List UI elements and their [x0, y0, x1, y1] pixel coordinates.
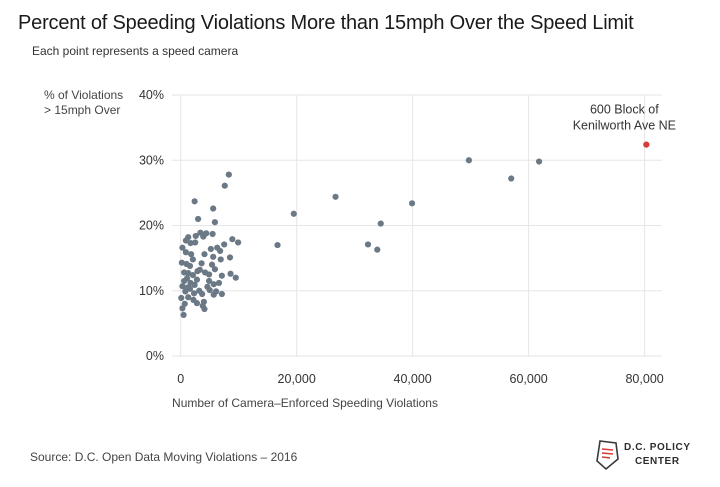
data-point [535, 158, 543, 165]
data-point [274, 241, 281, 249]
y-tick-label: 10% [139, 284, 164, 298]
data-point [208, 261, 216, 268]
dc-policy-center-logo: D.C. POLICY CENTER [594, 437, 714, 473]
data-point [508, 175, 515, 182]
data-point [186, 262, 194, 270]
data-point [218, 290, 225, 298]
data-point [181, 300, 188, 307]
logo-line2: CENTER [634, 456, 680, 467]
data-point [180, 311, 187, 318]
data-point [227, 270, 234, 277]
annotation-line: 600 Block of [590, 103, 659, 117]
data-point [178, 294, 185, 302]
y-tick-label: 40% [139, 88, 164, 102]
data-point [182, 288, 189, 295]
data-points [178, 141, 650, 318]
data-point [377, 220, 384, 227]
data-point [235, 239, 242, 246]
data-point [179, 305, 186, 312]
data-point [192, 232, 199, 240]
data-point [211, 219, 219, 226]
y-tick-label: 0% [146, 349, 164, 363]
data-point [206, 286, 213, 294]
data-point [190, 290, 198, 297]
annotation-line: Kenilworth Ave NE [573, 119, 676, 133]
data-point [189, 256, 196, 263]
data-point [364, 241, 372, 248]
y-tick-labels: 0% 10% 20% 30% 40% [139, 88, 164, 363]
x-axis-label: Number of Camera–Enforced Speeding Viola… [172, 396, 438, 410]
x-tick-labels: 0 20,000 40,000 60,000 80,000 [177, 372, 664, 386]
data-point [229, 236, 236, 243]
data-point [215, 279, 223, 287]
data-point [221, 241, 228, 248]
data-point [374, 246, 381, 253]
y-axis-label: % of Violations > 15mph Over [44, 88, 124, 117]
dc-map-logo-icon [596, 440, 619, 471]
point-annotation: 600 Block of Kenilworth Ave NE [573, 103, 676, 133]
data-point [465, 157, 472, 164]
source-note: Source: D.C. Open Data Moving Violations… [30, 450, 298, 464]
data-point [194, 268, 201, 275]
data-point [408, 200, 416, 207]
chart-subtitle: Each point represents a speed camera [32, 44, 239, 58]
data-point [209, 230, 216, 238]
y-tick-label: 20% [139, 219, 164, 233]
data-point [332, 193, 339, 200]
y-tick-label: 30% [139, 153, 164, 167]
data-point [217, 247, 224, 255]
grid-lines [172, 94, 662, 357]
data-point [221, 182, 228, 189]
data-point [207, 245, 214, 253]
data-point [211, 266, 219, 273]
data-point [201, 251, 208, 258]
logo-text: D.C. POLICY CENTER [624, 441, 691, 469]
logo-line1: D.C. POLICY [624, 442, 691, 453]
data-point [193, 276, 201, 283]
data-point [192, 239, 199, 246]
data-point [225, 171, 232, 178]
data-point [199, 290, 206, 298]
data-point [290, 210, 297, 217]
data-point [210, 291, 217, 298]
data-point [182, 237, 190, 244]
data-point [185, 270, 192, 277]
data-point [185, 294, 192, 301]
x-tick-label: 20,000 [278, 372, 316, 386]
data-point [210, 281, 217, 288]
data-point [226, 254, 234, 261]
data-point [179, 244, 186, 251]
data-point [210, 253, 217, 260]
data-point [191, 281, 198, 288]
x-tick-label: 60,000 [510, 372, 548, 386]
data-point [189, 271, 196, 279]
data-point [187, 240, 194, 247]
data-point [206, 277, 213, 285]
data-point [188, 251, 195, 258]
data-point [182, 249, 190, 256]
data-point [232, 274, 239, 281]
data-point [179, 283, 186, 290]
data-point [218, 272, 225, 279]
data-point [191, 198, 198, 205]
data-point [210, 205, 217, 212]
x-axis-label-wrap: Number of Camera–Enforced Speeding Viola… [0, 396, 720, 410]
data-point [201, 305, 208, 313]
x-tick-label: 0 [177, 372, 184, 386]
data-point [193, 300, 201, 307]
data-point [181, 277, 188, 285]
highlight-point [643, 141, 650, 148]
annotations: 600 Block of Kenilworth Ave NE [573, 103, 676, 133]
data-point [200, 233, 207, 240]
x-tick-label: 40,000 [394, 372, 432, 386]
data-point [186, 285, 194, 292]
data-point [217, 256, 224, 263]
chart-title: Percent of Speeding Violations More than… [18, 12, 634, 34]
data-point [206, 271, 213, 278]
data-point [194, 215, 202, 223]
data-point [198, 260, 205, 267]
x-tick-label: 80,000 [625, 372, 663, 386]
